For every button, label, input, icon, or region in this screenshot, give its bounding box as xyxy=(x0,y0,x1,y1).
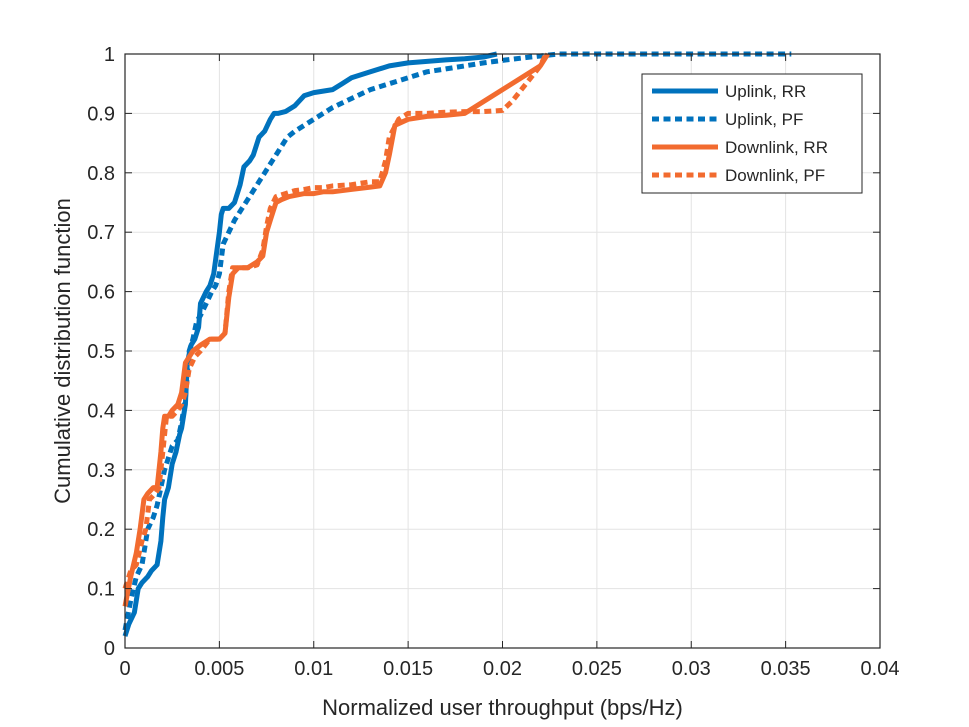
legend-label-uplink-rr: Uplink, RR xyxy=(725,82,806,101)
y-tick-label: 0.2 xyxy=(87,519,115,541)
x-tick-label: 0.025 xyxy=(572,658,622,680)
ticks xyxy=(124,53,881,649)
grid xyxy=(124,53,881,649)
legend: Uplink, RR Uplink, PF Downlink, RR Downlink… xyxy=(641,73,863,194)
tick-labels: 0 0.005 0.01 0.015 0.02 0.025 0.03 0.035 0.04 0 0.… xyxy=(87,44,899,680)
x-axis-label: Normalized user throughput (bps/Hz) xyxy=(322,695,683,720)
x-tick-label: 0.015 xyxy=(383,658,433,680)
y-tick-label: 0.5 xyxy=(87,341,115,363)
y-tick-label: 0.9 xyxy=(87,103,115,125)
series-line-downlink-pf xyxy=(122,52,549,590)
x-tick-label: 0 xyxy=(119,658,130,680)
y-tick-label: 0.1 xyxy=(87,579,115,601)
y-tick-label: 0.7 xyxy=(87,222,115,244)
y-tick-label: 0.6 xyxy=(87,282,115,304)
y-tick-label: 0 xyxy=(104,638,115,660)
y-tick-label: 0.3 xyxy=(87,460,115,482)
legend-label-downlink-pf: Downlink, PF xyxy=(725,166,825,185)
x-tick-label: 0.035 xyxy=(761,658,811,680)
series-line-uplink-rr xyxy=(122,51,498,637)
x-tick-label: 0.04 xyxy=(861,658,900,680)
y-tick-label: 1 xyxy=(104,44,115,66)
x-tick-label: 0.005 xyxy=(194,658,244,680)
legend-label-uplink-pf: Uplink, PF xyxy=(725,110,803,129)
plot-lines xyxy=(122,51,792,637)
x-tick-label: 0.02 xyxy=(483,658,522,680)
y-axis-label: Cumulative distribution function xyxy=(50,198,75,504)
series-line-uplink-pf xyxy=(122,51,792,631)
x-tick-label: 0.01 xyxy=(294,658,333,680)
y-tick-label: 0.4 xyxy=(87,400,115,422)
y-tick-label: 0.8 xyxy=(87,163,115,185)
legend-label-downlink-rr: Downlink, RR xyxy=(725,138,828,157)
x-tick-label: 0.03 xyxy=(672,658,711,680)
